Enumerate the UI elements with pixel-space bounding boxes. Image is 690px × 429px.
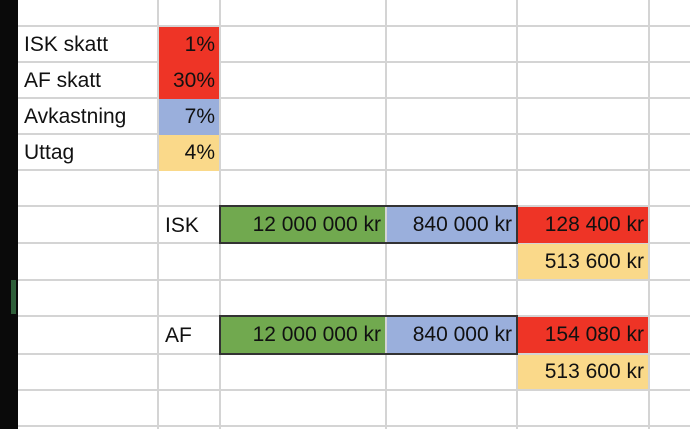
af-withdrawal-cell[interactable]: 513 600 kr — [518, 355, 648, 389]
af-range-border — [219, 315, 518, 355]
row-divider — [18, 279, 690, 281]
param-label-withdrawal[interactable]: Uttag — [24, 141, 75, 164]
row-divider — [18, 61, 690, 63]
af-tax-cell[interactable]: 154 080 kr — [518, 317, 648, 353]
param-value-withdrawal[interactable]: 4% — [159, 135, 219, 171]
isk-capital-cell[interactable]: 12 000 000 kr — [221, 207, 385, 243]
row-divider — [18, 25, 690, 27]
param-value-isk-tax[interactable]: 1% — [159, 27, 219, 63]
selected-row-indicator — [11, 280, 16, 314]
isk-return-cell[interactable]: 840 000 kr — [387, 207, 516, 243]
row-header-strip — [0, 0, 18, 429]
row-divider — [18, 97, 690, 99]
column-divider — [648, 0, 650, 429]
af-row-label[interactable]: AF — [165, 324, 192, 347]
column-divider — [157, 0, 159, 429]
row-divider — [18, 133, 690, 135]
af-return-cell[interactable]: 840 000 kr — [387, 317, 516, 353]
isk-row-label[interactable]: ISK — [165, 214, 199, 237]
row-divider — [18, 425, 690, 427]
af-capital-cell[interactable]: 12 000 000 kr — [221, 317, 385, 353]
row-divider — [18, 169, 690, 171]
row-divider — [18, 389, 690, 391]
isk-range-border — [219, 205, 518, 244]
column-divider — [385, 0, 387, 429]
param-label-af-tax[interactable]: AF skatt — [24, 69, 102, 92]
param-label-isk-tax[interactable]: ISK skatt — [24, 33, 109, 56]
isk-tax-cell[interactable]: 128 400 kr — [518, 207, 648, 243]
param-label-return[interactable]: Avkastning — [24, 105, 127, 128]
isk-withdrawal-cell[interactable]: 513 600 kr — [518, 244, 648, 279]
param-value-af-tax[interactable]: 30% — [159, 63, 219, 99]
param-value-return[interactable]: 7% — [159, 99, 219, 135]
